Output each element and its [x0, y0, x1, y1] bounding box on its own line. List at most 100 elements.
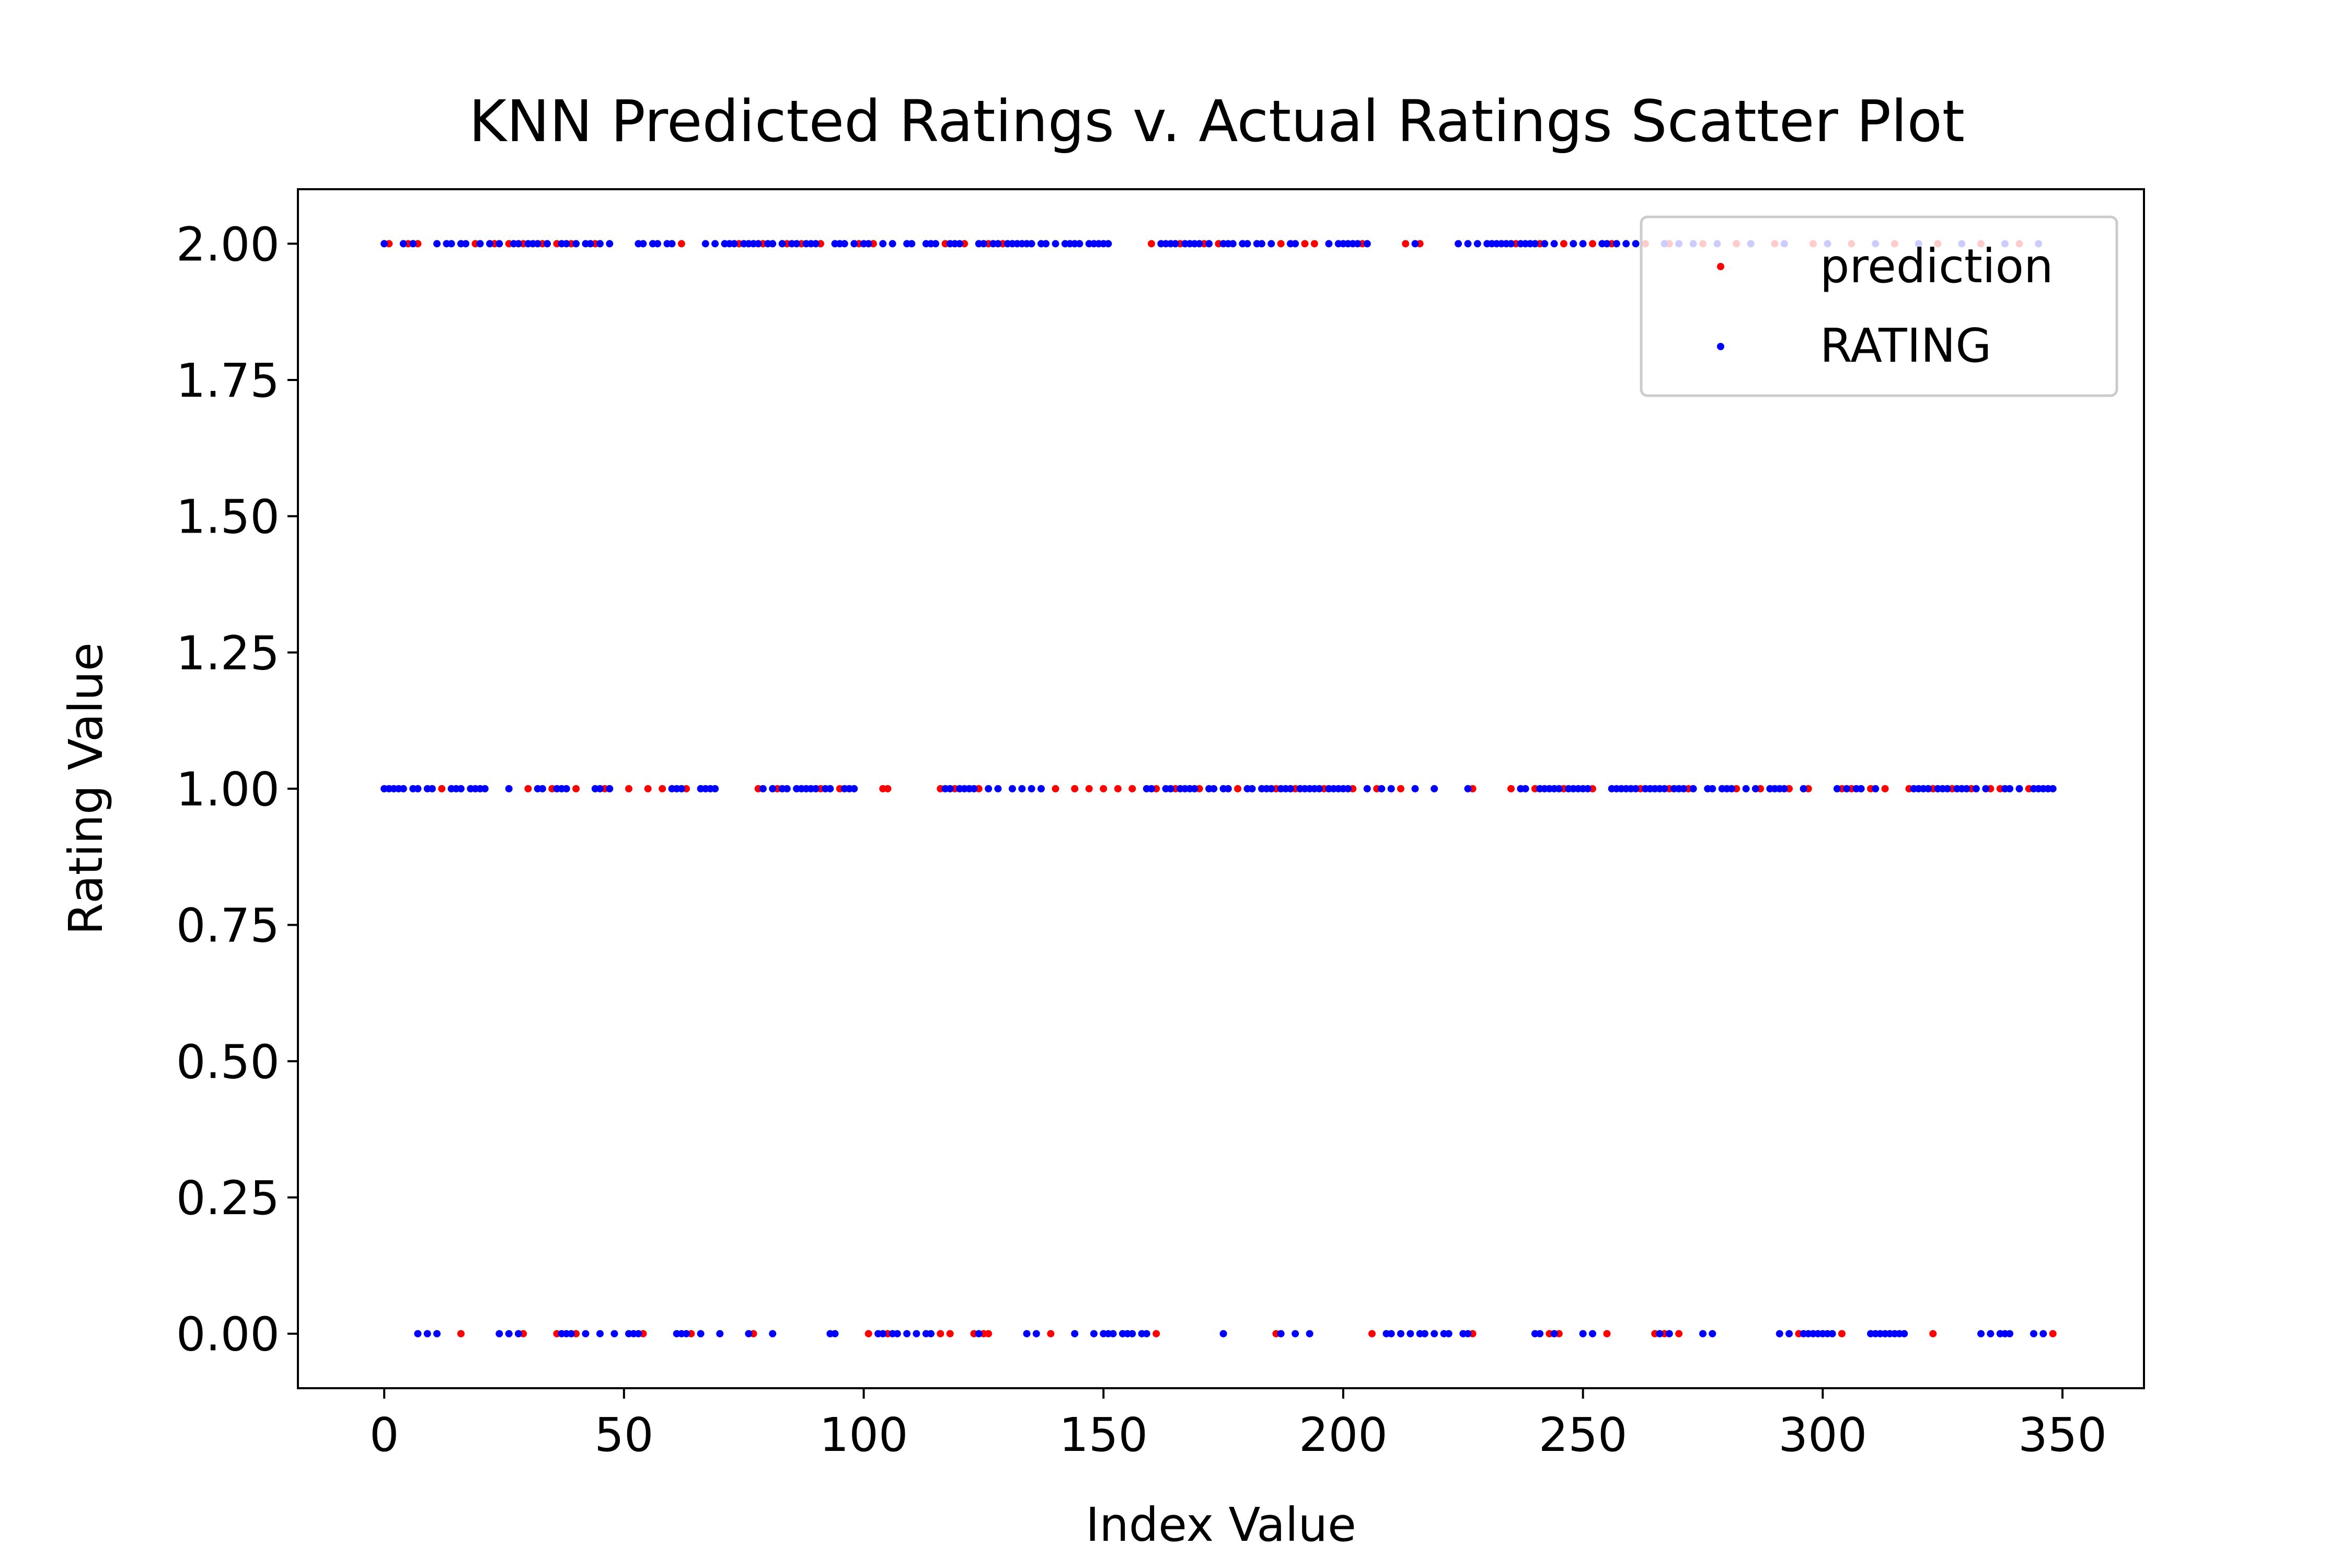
- data-point: [1603, 1330, 1611, 1338]
- data-point: [1008, 785, 1016, 792]
- data-point: [1445, 1330, 1452, 1338]
- data-point: [778, 240, 786, 248]
- data-point: [697, 1330, 705, 1338]
- data-point: [745, 1330, 753, 1338]
- data-point: [985, 785, 993, 792]
- data-point: [381, 240, 388, 248]
- data-point: [438, 785, 446, 792]
- data-point: [1191, 785, 1198, 792]
- data-point: [414, 785, 422, 792]
- data-point: [505, 785, 513, 792]
- data-point: [2030, 1330, 2037, 1338]
- data-point: [1473, 240, 1481, 248]
- data-point: [1622, 240, 1630, 248]
- data-point: [399, 785, 407, 792]
- data-point: [812, 240, 820, 248]
- data-point: [1378, 785, 1386, 792]
- x-tick-label: 250: [1539, 1408, 1628, 1462]
- x-tick-label: 50: [594, 1408, 653, 1462]
- data-point: [1028, 785, 1035, 792]
- data-point: [1205, 240, 1213, 248]
- data-point: [1632, 240, 1640, 248]
- y-tick-label: 0.25: [176, 1171, 280, 1225]
- data-point: [596, 785, 604, 792]
- data-point: [481, 785, 489, 792]
- data-point: [1656, 1330, 1664, 1338]
- data-point: [572, 785, 580, 792]
- data-point: [1872, 785, 1880, 792]
- data-point: [1857, 785, 1865, 792]
- data-point: [1431, 1330, 1438, 1338]
- data-point: [2006, 785, 2014, 792]
- data-point: [1550, 240, 1558, 248]
- data-point: [1018, 785, 1026, 792]
- data-point: [1363, 785, 1371, 792]
- data-point: [1128, 1330, 1136, 1338]
- data-point: [1675, 1330, 1683, 1338]
- data-point: [562, 785, 570, 792]
- data-point: [1709, 1330, 1716, 1338]
- x-axis-ticks: 0 50 100 150 200 250 300 350: [370, 1388, 2107, 1462]
- data-point: [1363, 240, 1371, 248]
- data-point: [701, 240, 709, 248]
- y-tick-label: 1.25: [176, 626, 280, 680]
- data-point: [1100, 785, 1108, 792]
- data-point: [850, 785, 858, 792]
- data-point: [1775, 1330, 1783, 1338]
- data-point: [1210, 785, 1218, 792]
- data-point: [1292, 1330, 1299, 1338]
- data-point: [864, 1330, 872, 1338]
- data-point: [515, 1330, 522, 1338]
- x-tick-label: 150: [1059, 1408, 1148, 1462]
- data-point: [1114, 785, 1122, 792]
- data-point: [783, 785, 791, 792]
- data-point: [538, 785, 546, 792]
- data-point: [840, 240, 848, 248]
- x-axis-label: Index Value: [1086, 1497, 1356, 1552]
- data-point: [1109, 1330, 1117, 1338]
- data-point: [1589, 240, 1596, 248]
- x-tick-label: 350: [2018, 1408, 2107, 1462]
- data-point: [654, 240, 662, 248]
- data-point: [1325, 240, 1333, 248]
- data-point: [908, 240, 916, 248]
- data-point: [1085, 785, 1093, 792]
- data-point: [433, 240, 441, 248]
- data-point: [1541, 240, 1549, 248]
- data-point: [1987, 1330, 1994, 1338]
- data-point: [1589, 1330, 1596, 1338]
- data-point: [1665, 1330, 1673, 1338]
- data-point: [1943, 785, 1951, 792]
- data-point: [1464, 1330, 1472, 1338]
- data-point: [2049, 785, 2057, 792]
- data-point: [1148, 240, 1155, 248]
- data-point: [711, 785, 719, 792]
- data-point: [884, 785, 892, 792]
- data-point: [1421, 1330, 1428, 1338]
- data-point: [1579, 1330, 1587, 1338]
- data-point: [927, 1330, 935, 1338]
- data-point: [994, 240, 1002, 248]
- legend-label-rating: RATING: [1820, 318, 1991, 373]
- data-point: [644, 785, 652, 792]
- data-point: [683, 1330, 690, 1338]
- data-point: [1234, 785, 1242, 792]
- data-point: [1833, 785, 1841, 792]
- data-point: [495, 1330, 503, 1338]
- x-tick-label: 100: [820, 1408, 908, 1462]
- data-point: [1455, 240, 1462, 248]
- data-point: [1929, 1330, 1937, 1338]
- data-point: [913, 1330, 920, 1338]
- data-point: [831, 1330, 839, 1338]
- data-point: [1267, 785, 1275, 792]
- data-point: [505, 1330, 513, 1338]
- data-point: [975, 1330, 983, 1338]
- data-point: [1368, 1330, 1376, 1338]
- y-tick-label: 2.00: [176, 217, 280, 271]
- data-point: [1742, 785, 1750, 792]
- data-point: [1838, 1330, 1846, 1338]
- data-point: [769, 785, 777, 792]
- data-point: [1071, 1330, 1079, 1338]
- chart-title: KNN Predicted Ratings v. Actual Ratings …: [469, 88, 1965, 155]
- data-point: [1071, 785, 1079, 792]
